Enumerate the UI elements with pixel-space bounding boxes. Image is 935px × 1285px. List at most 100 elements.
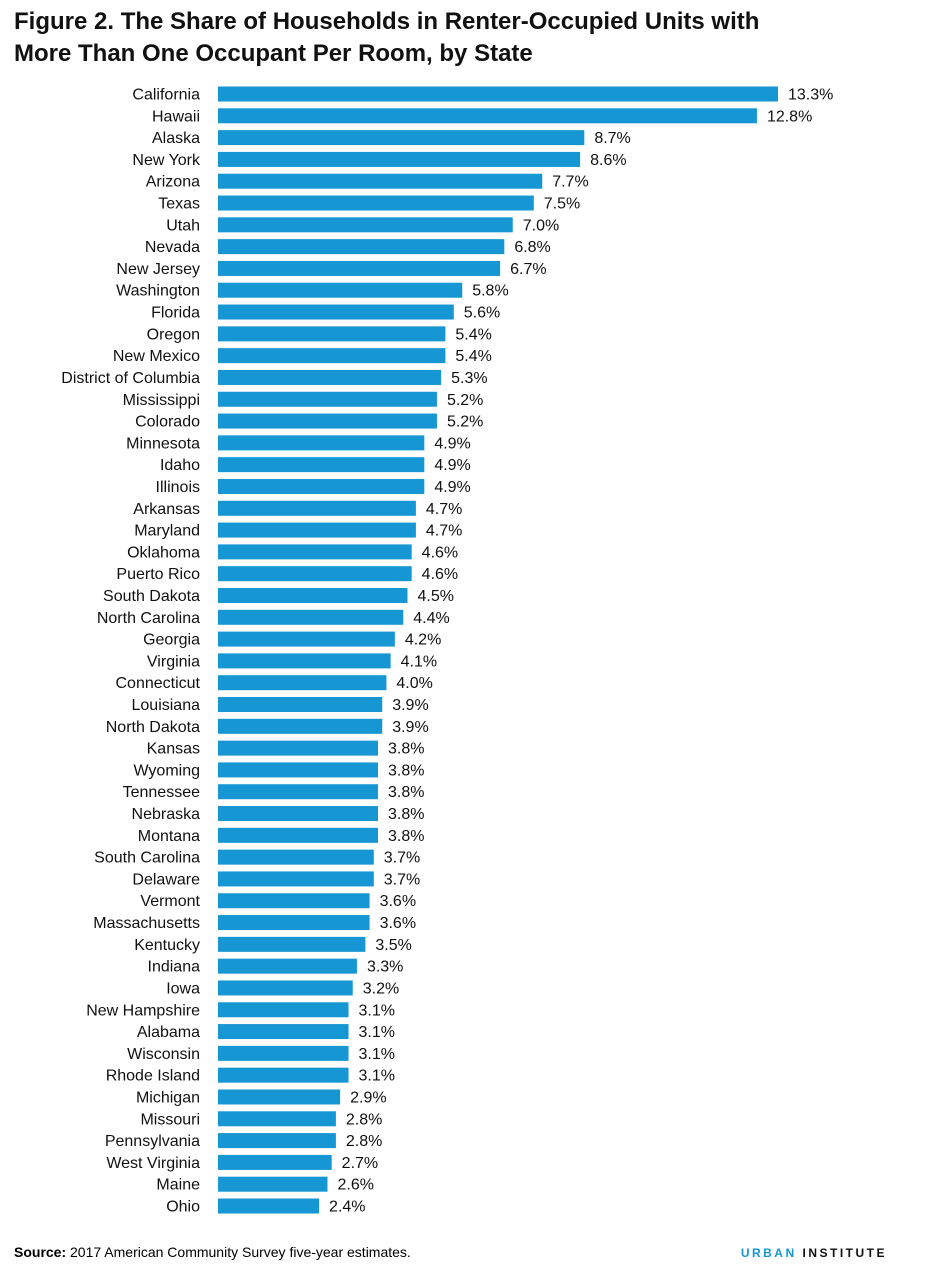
- category-label: Maine: [156, 1177, 200, 1194]
- category-label: Colorado: [135, 414, 200, 431]
- bar: [218, 653, 391, 669]
- category-label: Vermont: [140, 893, 200, 910]
- bar: [218, 239, 505, 255]
- category-label: Minnesota: [126, 435, 200, 452]
- category-label: Massachusetts: [93, 915, 200, 932]
- bar: [218, 1067, 349, 1083]
- category-label: Puerto Rico: [116, 566, 200, 583]
- data-label: 3.8%: [388, 741, 424, 758]
- data-label: 4.6%: [422, 544, 458, 561]
- category-label: Mississippi: [123, 392, 200, 409]
- bar: [218, 1133, 336, 1149]
- bar: [218, 260, 501, 276]
- category-label: Illinois: [156, 479, 200, 496]
- category-label: North Carolina: [97, 610, 200, 627]
- category-label: Oklahoma: [127, 544, 200, 561]
- data-label: 3.5%: [375, 937, 411, 954]
- data-label: 3.1%: [359, 1046, 395, 1063]
- category-label: Pennsylvania: [105, 1133, 200, 1150]
- data-label: 5.4%: [455, 326, 491, 343]
- bar: [218, 391, 437, 407]
- data-label: 4.0%: [396, 675, 432, 692]
- data-label: 2.8%: [346, 1133, 382, 1150]
- data-label: 2.4%: [329, 1199, 365, 1216]
- category-label: New Mexico: [113, 348, 200, 365]
- data-label: 8.6%: [590, 152, 626, 169]
- category-label: Florida: [151, 305, 200, 322]
- bar: [218, 1154, 332, 1170]
- category-label: California: [132, 87, 200, 104]
- bar: [218, 587, 408, 603]
- category-label: New York: [132, 152, 201, 169]
- data-label: 5.6%: [464, 305, 500, 322]
- bar: [218, 130, 585, 146]
- bar: [218, 958, 357, 974]
- data-label: 3.8%: [388, 762, 424, 779]
- bar: [218, 762, 378, 778]
- data-label: 7.5%: [544, 196, 580, 213]
- chart-title-line-2: More Than One Occupant Per Room, by Stat…: [14, 40, 533, 67]
- bar: [218, 1045, 349, 1061]
- bar: [218, 544, 412, 560]
- bar: [218, 522, 416, 538]
- bar: [218, 1111, 336, 1127]
- data-label: 2.6%: [337, 1177, 373, 1194]
- category-label: Kansas: [147, 741, 200, 758]
- category-label: Iowa: [166, 980, 200, 997]
- data-label: 3.9%: [392, 697, 428, 714]
- bar: [218, 500, 416, 516]
- category-label: Oregon: [147, 326, 200, 343]
- bar: [218, 195, 534, 211]
- data-label: 5.4%: [455, 348, 491, 365]
- category-label: Missouri: [140, 1111, 200, 1128]
- category-label: Montana: [138, 828, 200, 845]
- category-label: Alabama: [137, 1024, 200, 1041]
- bar: [218, 1198, 320, 1214]
- category-label: Arizona: [146, 174, 200, 191]
- bar: [218, 740, 378, 756]
- bar: [218, 151, 581, 167]
- bar: [218, 108, 757, 124]
- bar: [218, 675, 387, 691]
- bar: [218, 413, 437, 429]
- bar: [218, 1024, 349, 1040]
- data-label: 3.7%: [384, 850, 420, 867]
- bar: [218, 1176, 328, 1192]
- data-label: 4.7%: [426, 523, 462, 540]
- urban-institute-logo: URBAN INSTITUTE: [741, 1246, 887, 1260]
- bar: [218, 718, 383, 734]
- bar: [218, 849, 374, 865]
- data-label: 4.9%: [434, 435, 470, 452]
- data-label: 5.3%: [451, 370, 487, 387]
- data-label: 3.1%: [359, 1068, 395, 1085]
- data-label: 8.7%: [594, 130, 630, 147]
- category-label: Connecticut: [116, 675, 201, 692]
- category-label: Ohio: [166, 1199, 200, 1216]
- data-label: 4.9%: [434, 457, 470, 474]
- bar: [218, 697, 383, 713]
- data-label: 7.0%: [523, 217, 559, 234]
- category-label: South Dakota: [103, 588, 200, 605]
- data-label: 4.4%: [413, 610, 449, 627]
- data-label: 3.6%: [380, 893, 416, 910]
- data-label: 3.8%: [388, 828, 424, 845]
- category-label: Tennessee: [123, 784, 200, 801]
- source-label: Source:: [14, 1244, 67, 1260]
- category-label: Alaska: [152, 130, 200, 147]
- bar: [218, 784, 378, 800]
- category-label: Indiana: [148, 959, 201, 976]
- category-label: Virginia: [147, 653, 200, 670]
- bar: [218, 1002, 349, 1018]
- bar: [218, 871, 374, 887]
- data-label: 4.6%: [422, 566, 458, 583]
- bar: [218, 806, 378, 822]
- bar: [218, 217, 513, 233]
- category-label: District of Columbia: [61, 370, 200, 387]
- bar: [218, 86, 778, 102]
- bar: [218, 173, 543, 189]
- bar: [218, 566, 412, 582]
- data-label: 4.9%: [434, 479, 470, 496]
- data-label: 6.7%: [510, 261, 546, 278]
- data-label: 4.5%: [417, 588, 453, 605]
- data-label: 4.7%: [426, 501, 462, 518]
